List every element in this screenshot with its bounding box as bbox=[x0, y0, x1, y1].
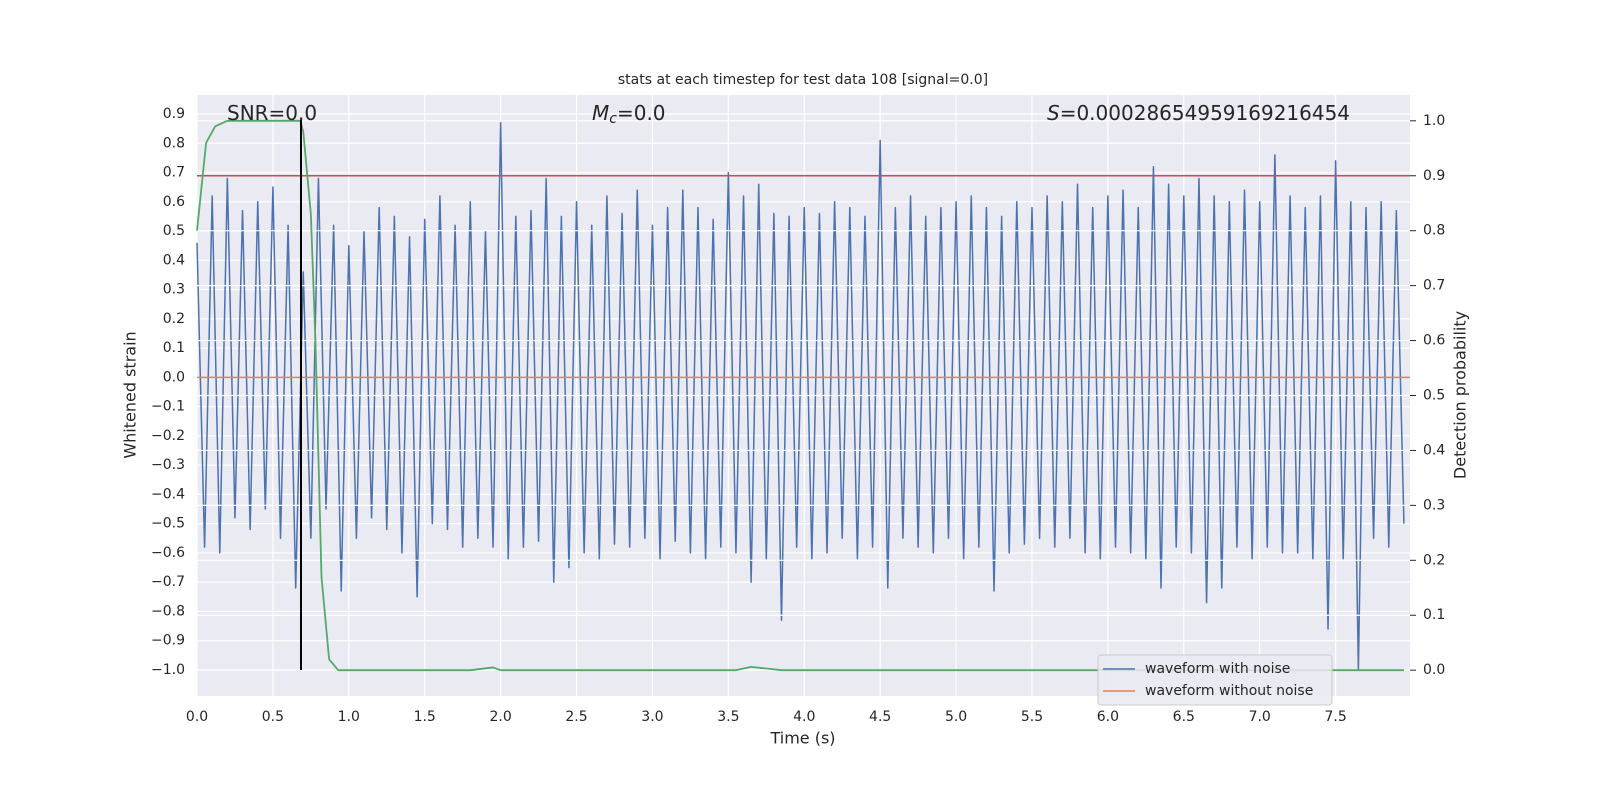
y-tick-label: 0.6 bbox=[163, 194, 185, 210]
x-tick-label: 0.5 bbox=[262, 709, 284, 725]
x-tick-label: 2.0 bbox=[489, 709, 511, 725]
y-tick-label: −0.7 bbox=[151, 574, 185, 590]
annotation: Mc=0.0 bbox=[592, 101, 666, 128]
legend-label: waveform with noise bbox=[1145, 661, 1290, 677]
x-tick-label: 7.5 bbox=[1324, 709, 1346, 725]
y2-tick-label: 0.7 bbox=[1423, 278, 1445, 294]
y2-axis-label: Detection probability bbox=[1451, 311, 1470, 479]
y-tick-label: −0.6 bbox=[151, 545, 185, 561]
x-tick-label: 3.5 bbox=[717, 709, 739, 725]
legend-box bbox=[1097, 654, 1333, 706]
chart-title: stats at each timestep for test data 108… bbox=[618, 72, 988, 88]
y2-tick-label: 0.8 bbox=[1423, 223, 1445, 239]
annotation-subscript: c bbox=[609, 111, 617, 127]
x-tick-label: 6.5 bbox=[1173, 709, 1195, 725]
y2-tick-label: 0.0 bbox=[1423, 662, 1445, 678]
y-tick-label: 0.2 bbox=[163, 311, 185, 327]
x-tick-label: 7.0 bbox=[1249, 709, 1271, 725]
y-tick-label: 0.4 bbox=[163, 252, 185, 268]
x-tick-label: 5.0 bbox=[945, 709, 967, 725]
y2-tick-label: 0.2 bbox=[1423, 552, 1445, 568]
x-tick-label: 4.5 bbox=[869, 709, 891, 725]
y2-tick-label: 0.4 bbox=[1423, 442, 1445, 458]
y2-tick-label: 0.9 bbox=[1423, 168, 1445, 184]
annotation: S=0.00028654959169216454 bbox=[1047, 101, 1350, 125]
y-tick-label: −1.0 bbox=[151, 662, 185, 678]
annotation-text: =0.0 bbox=[617, 101, 666, 125]
y-tick-label: 0.5 bbox=[163, 223, 185, 239]
y2-tick-label: 0.1 bbox=[1423, 607, 1445, 623]
y-tick-label: 0.0 bbox=[163, 369, 185, 385]
x-tick-label: 4.0 bbox=[793, 709, 815, 725]
y-tick-label: −0.2 bbox=[151, 428, 185, 444]
annotation: SNR=0.0 bbox=[227, 101, 317, 125]
x-tick-label: 1.0 bbox=[338, 709, 360, 725]
y-tick-label: −0.3 bbox=[151, 457, 185, 473]
y-tick-label: −0.4 bbox=[151, 486, 185, 502]
y2-tick-label: 0.6 bbox=[1423, 333, 1445, 349]
x-tick-label: 6.0 bbox=[1097, 709, 1119, 725]
y-tick-label: −0.8 bbox=[151, 603, 185, 619]
x-axis-label: Time (s) bbox=[769, 729, 835, 748]
y-tick-label: 0.1 bbox=[163, 340, 185, 356]
x-tick-label: 1.5 bbox=[414, 709, 436, 725]
x-tick-label: 5.5 bbox=[1021, 709, 1043, 725]
y2-tick-label: 1.0 bbox=[1423, 113, 1445, 129]
y2-tick-label: 0.3 bbox=[1423, 497, 1445, 513]
y-tick-label: −0.1 bbox=[151, 399, 185, 415]
x-tick-label: 0.0 bbox=[186, 709, 208, 725]
annotation-symbol: M bbox=[592, 101, 609, 125]
y-tick-label: 0.8 bbox=[163, 135, 185, 151]
x-tick-label: 2.5 bbox=[565, 709, 587, 725]
y-tick-label: 0.3 bbox=[163, 282, 185, 298]
annotation-text: =0.00028654959169216454 bbox=[1060, 101, 1350, 125]
annotation-symbol: S bbox=[1047, 101, 1060, 125]
y2-tick-label: 0.5 bbox=[1423, 388, 1445, 404]
series-line bbox=[196, 119, 1404, 672]
y-axis-label: Whitened strain bbox=[121, 331, 140, 458]
annotation-text: SNR=0.0 bbox=[227, 101, 317, 125]
y-tick-label: 0.7 bbox=[163, 165, 185, 181]
y-tick-label: −0.9 bbox=[151, 633, 185, 649]
x-tick-label: 3.0 bbox=[641, 709, 663, 725]
legend-label: waveform without noise bbox=[1145, 683, 1313, 699]
y-tick-label: 0.9 bbox=[163, 106, 185, 122]
y-tick-label: −0.5 bbox=[151, 516, 185, 532]
